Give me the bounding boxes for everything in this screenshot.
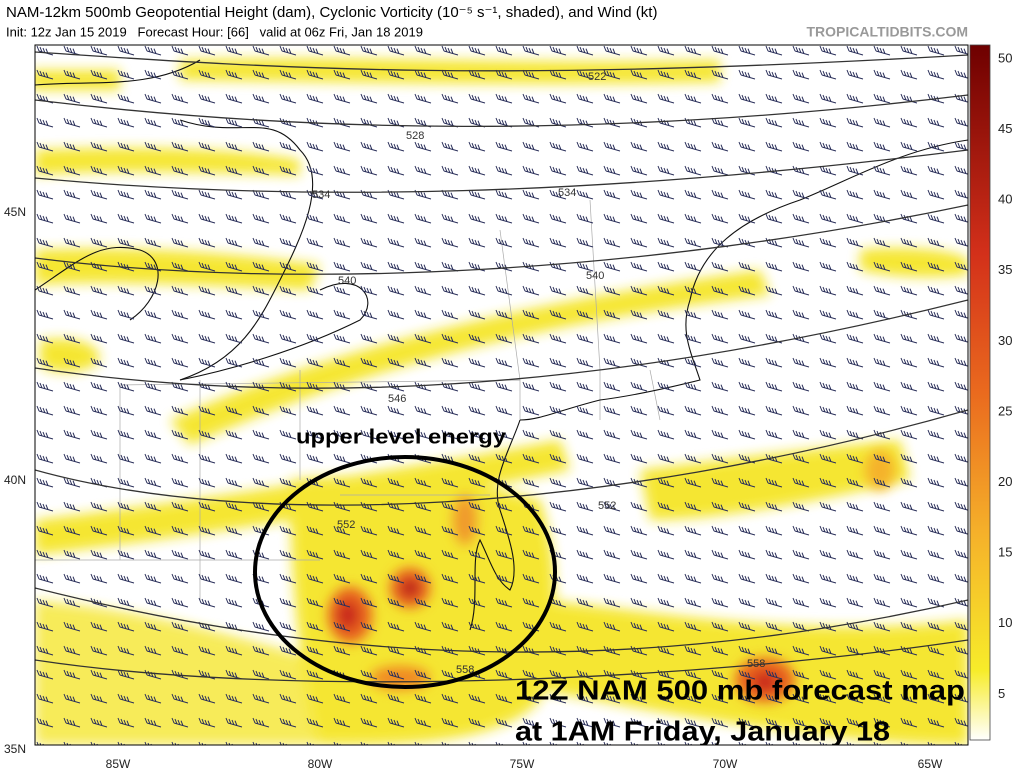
colorbar-label: 30	[998, 333, 1012, 348]
contour-label: 534	[558, 187, 576, 199]
colorbar-label: 45	[998, 121, 1012, 136]
highlight-circle	[253, 455, 557, 689]
colorbar-label: 35	[998, 262, 1012, 277]
watermark: TROPICALTIDBITS.COM	[806, 24, 968, 40]
colorbar-label: 40	[998, 192, 1012, 207]
lat-label: 40N	[4, 473, 26, 487]
map: 522 528 534 534 540 540 546 552 552 558 …	[35, 45, 968, 746]
colorbar-label: 5	[998, 686, 1005, 701]
map-frame	[34, 44, 969, 746]
colorbar-label: 20	[998, 474, 1012, 489]
colorbar	[969, 44, 991, 741]
lon-label: 65W	[918, 757, 943, 771]
colorbar-label: 50	[998, 50, 1012, 65]
colorbar-label: 10	[998, 615, 1012, 630]
circle-label: upper level energy	[296, 426, 507, 448]
contour-label: 540	[338, 275, 356, 287]
lon-label: 85W	[106, 757, 131, 771]
lon-label: 75W	[510, 757, 535, 771]
contour-label: 558	[456, 664, 474, 676]
contour-label: 522	[588, 71, 606, 83]
lat-label: 35N	[4, 742, 26, 756]
contour-label: 528	[406, 130, 424, 142]
contour-label: 552	[337, 519, 355, 531]
subtitle: Init: 12z Jan 15 2019 Forecast Hour: [66…	[6, 24, 423, 39]
contour-labels: 522 528 534 534 540 540 546 552 552 558 …	[312, 71, 765, 676]
colorbar-label: 15	[998, 545, 1012, 560]
axis-labels: 45N 40N 35N 85W 80W 75W 70W 65W	[4, 205, 943, 771]
lat-label: 45N	[4, 205, 26, 219]
contour-label: 558	[747, 658, 765, 670]
wind-barbs	[35, 45, 968, 745]
contour-label: 552	[598, 500, 616, 512]
caption-line: at 1AM Friday, January 18	[515, 715, 890, 746]
lon-label: 70W	[713, 757, 738, 771]
contour-label: 540	[586, 270, 604, 282]
contour-label: 546	[388, 393, 406, 405]
colorbar-label: 25	[998, 403, 1012, 418]
contour-label: 534	[312, 189, 330, 201]
height-contours	[35, 51, 968, 683]
colorbar-labels: 50 45 40 35 30 25 20 15 10 5	[998, 50, 1012, 700]
caption-line: 12Z NAM 500 mb forecast map	[515, 674, 965, 705]
title: NAM-12km 500mb Geopotential Height (dam)…	[6, 4, 657, 21]
lon-label: 80W	[308, 757, 333, 771]
